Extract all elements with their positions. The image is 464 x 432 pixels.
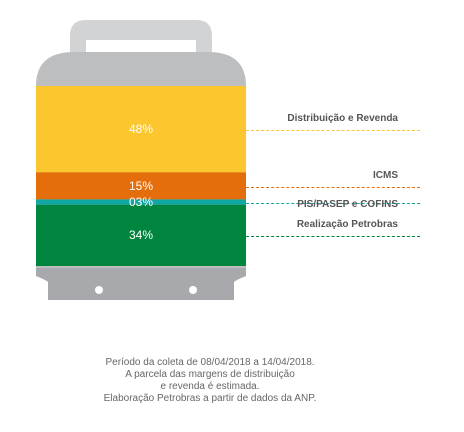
segment-icms xyxy=(36,172,246,200)
segment-value-realiza-o-petrobras: 34% xyxy=(128,228,154,243)
gas-cylinder-chart xyxy=(36,20,246,300)
segment-label-realiza-o-petrobras: Realização Petrobras xyxy=(296,219,398,231)
base-hole-right xyxy=(189,286,197,294)
leader-line-pis-pasep-e-cofins xyxy=(246,202,420,204)
footnote: Período da coleta de 08/04/2018 a 14/04/… xyxy=(60,357,360,405)
segment-pis-pasep-e-cofins xyxy=(36,199,246,205)
footnote-line-1: Período da coleta de 08/04/2018 a 14/04/… xyxy=(105,357,315,368)
segment-value-icms: 15% xyxy=(128,178,154,193)
cylinder-top-cap xyxy=(36,52,246,86)
leader-line-distribui-o-e-revenda xyxy=(246,129,420,131)
footnote-line-4: Elaboração Petrobras a partir de dados d… xyxy=(103,393,317,404)
base-hole-left xyxy=(95,286,103,294)
cylinder-handle xyxy=(70,20,212,52)
segment-realiza-o-petrobras xyxy=(36,204,246,266)
segment-label-distribui-o-e-revenda: Distribuição e Revenda xyxy=(287,113,398,125)
footnote-line-2: A parcela das margens de distribuição xyxy=(125,369,295,380)
segment-label-pis-pasep-e-cofins: PIS/PASEP e COFINS xyxy=(297,199,398,211)
leader-line-realiza-o-petrobras xyxy=(246,235,420,237)
leader-line-icms xyxy=(246,186,420,188)
footnote-line-3: e revenda é estimada. xyxy=(160,381,260,392)
segment-label-icms: ICMS xyxy=(373,169,398,181)
segment-value-pis-pasep-e-cofins: 03% xyxy=(128,195,154,210)
segment-distribui-o-e-revenda xyxy=(36,86,246,173)
segment-value-distribui-o-e-revenda: 48% xyxy=(128,122,154,137)
cylinder-base xyxy=(36,268,246,300)
